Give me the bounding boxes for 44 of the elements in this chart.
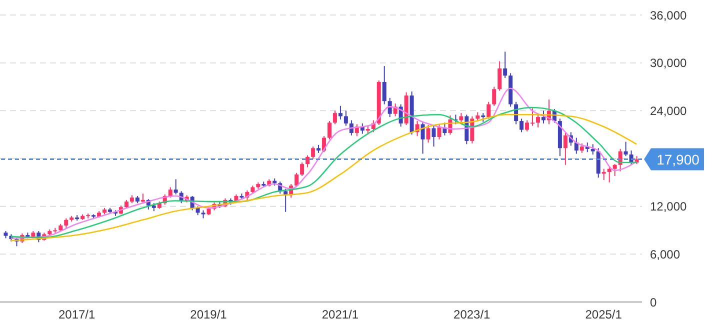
candlestick <box>492 86 496 106</box>
candlestick <box>311 146 316 159</box>
candlestick <box>64 218 68 228</box>
x-tick-label: 2019/1 <box>190 308 228 322</box>
candlestick <box>541 110 546 124</box>
candlestick <box>503 51 508 78</box>
y-tick-label: 6,000 <box>650 247 680 262</box>
candlestick <box>300 162 304 177</box>
y-tick-label: 36,000 <box>650 8 688 22</box>
x-tick-label: 2025/1 <box>585 308 622 322</box>
candlestick <box>459 112 464 124</box>
ref-line-label: 17,900 <box>656 151 700 168</box>
candlestick <box>174 178 178 195</box>
candlestick <box>520 118 524 133</box>
candlestick <box>344 110 348 126</box>
candlestick <box>338 105 342 120</box>
candlestick <box>563 132 568 166</box>
y-tick-label: 12,000 <box>650 200 688 214</box>
x-tick-label: 2021/1 <box>322 308 359 322</box>
candlestick <box>602 168 606 181</box>
y-tick-label: 0 <box>650 295 657 310</box>
candlestick <box>168 186 172 198</box>
candlestick <box>432 125 436 148</box>
candlestick <box>486 101 491 120</box>
candlestick <box>536 113 540 128</box>
candlestick <box>590 144 595 156</box>
y-tick-label: 30,000 <box>650 56 688 70</box>
candlestick <box>596 148 600 178</box>
candlestick <box>332 110 337 125</box>
candlestick <box>580 142 584 154</box>
candlestick <box>426 124 430 144</box>
candlestick <box>607 166 612 183</box>
x-tick-label: 2023/1 <box>454 308 491 322</box>
candlestick <box>382 66 386 105</box>
candlestick <box>437 124 442 140</box>
candlestick <box>420 121 425 154</box>
candlestick <box>388 97 392 118</box>
x-tick-label: 2017/1 <box>58 308 96 322</box>
candlestick <box>624 141 628 157</box>
y-tick-label: 24,000 <box>650 104 688 118</box>
candlestick <box>498 60 502 92</box>
candlestick <box>612 164 617 177</box>
candlestick <box>327 120 332 140</box>
candlestick <box>306 154 310 168</box>
